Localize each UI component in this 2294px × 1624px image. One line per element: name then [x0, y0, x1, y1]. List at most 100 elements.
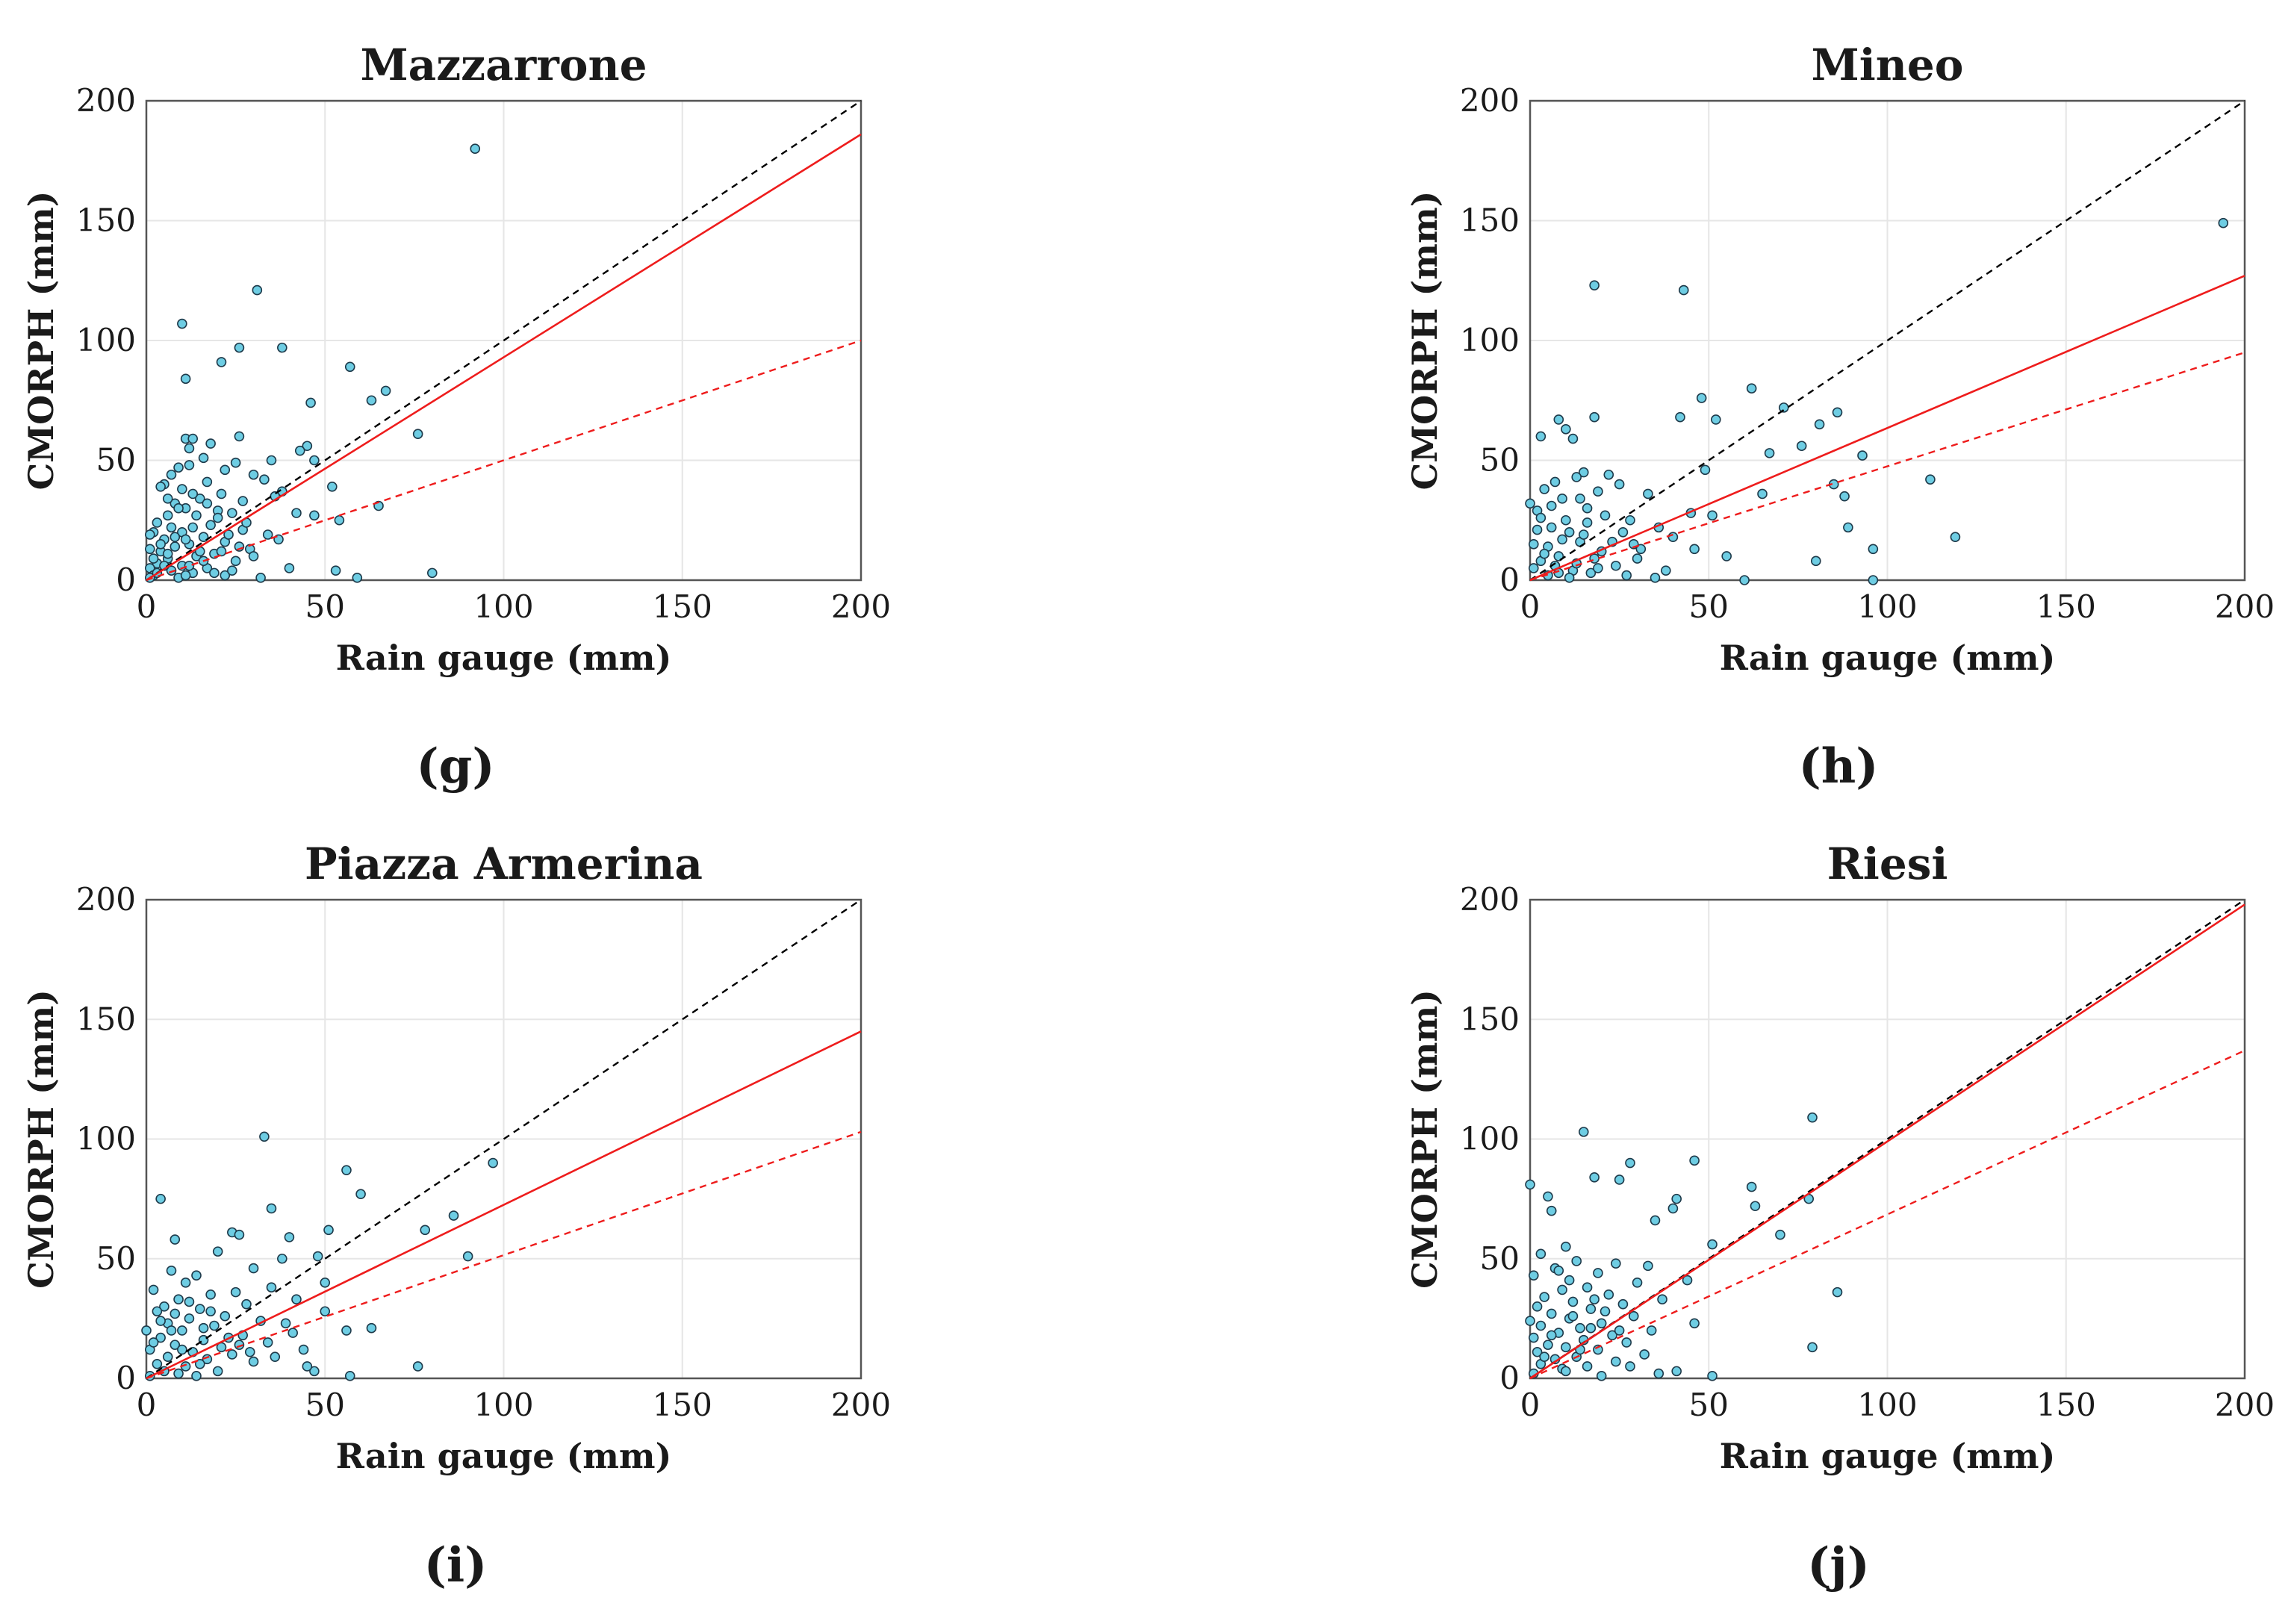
data-point [1525, 1316, 1535, 1326]
y-tick-label: 0 [1499, 561, 1520, 598]
data-point [180, 534, 191, 545]
y-tick-label: 0 [1499, 1360, 1520, 1396]
data-point [1617, 1298, 1629, 1310]
data-point [1532, 1301, 1543, 1312]
data-point [1839, 491, 1850, 502]
chart-title: Piazza Armerina [305, 839, 703, 889]
data-point [212, 512, 223, 523]
data-point [1593, 1268, 1603, 1278]
data-point [177, 318, 187, 329]
data-point [1646, 1325, 1657, 1336]
data-point [1678, 284, 1689, 296]
data-point [291, 508, 302, 518]
data-point [248, 1263, 259, 1274]
data-point [1750, 1201, 1761, 1212]
x-axis-label: Rain gauge (mm) [1720, 1436, 2056, 1476]
data-point [1585, 1322, 1597, 1334]
data-point [1814, 419, 1825, 430]
data-point [205, 438, 216, 449]
data-point [1543, 1340, 1553, 1350]
x-tick-label: 100 [1857, 1387, 1917, 1423]
data-point [1675, 411, 1685, 423]
data-point [1528, 1270, 1539, 1281]
data-point [198, 452, 209, 464]
data-point [166, 1325, 177, 1336]
plot-frame [1529, 99, 2246, 582]
data-point [1582, 1361, 1593, 1372]
y-tick-label: 100 [76, 322, 136, 358]
data-point [1635, 544, 1647, 555]
data-point [270, 1351, 281, 1362]
data-point [1614, 479, 1625, 490]
data-point [1807, 1342, 1818, 1353]
data-point [1807, 1112, 1818, 1123]
x-tick-label: 150 [653, 1387, 712, 1423]
panel-label: (g) [416, 738, 494, 794]
plot-frame [145, 99, 862, 582]
y-tick-label: 200 [76, 82, 136, 119]
data-point [1700, 464, 1711, 476]
data-point [248, 469, 259, 480]
data-point [244, 1346, 255, 1357]
fit-line [146, 1030, 862, 1380]
data-point [1832, 1287, 1843, 1298]
one-to-one-line [1529, 100, 2245, 581]
data-point [1639, 1349, 1650, 1360]
data-point [155, 1316, 166, 1326]
data-point [1689, 1318, 1700, 1329]
data-point [152, 1306, 163, 1317]
y-tick-label: 150 [76, 202, 136, 239]
data-point [302, 1361, 313, 1372]
data-point [191, 510, 202, 521]
data-point [266, 455, 277, 466]
data-point [1528, 539, 1539, 550]
data-point [277, 1253, 287, 1264]
data-point [344, 1370, 355, 1381]
data-point [412, 429, 423, 439]
data-point [1657, 1294, 1667, 1305]
data-point [312, 1251, 323, 1262]
data-point [230, 1287, 241, 1298]
data-point [162, 548, 173, 559]
data-point [216, 546, 227, 557]
y-tick-label: 150 [1460, 1001, 1520, 1037]
data-point [155, 482, 166, 492]
data-point [194, 1358, 205, 1369]
data-point [309, 510, 320, 521]
data-point [1950, 532, 1961, 543]
data-point [1571, 472, 1582, 482]
data-point [184, 443, 195, 454]
plot-frame [145, 898, 862, 1380]
data-point [1589, 280, 1600, 290]
data-point [1611, 1356, 1621, 1367]
data-point [1535, 1320, 1547, 1331]
y-tick-label: 150 [76, 1001, 136, 1037]
data-point [1578, 529, 1589, 540]
data-point [166, 522, 177, 533]
data-point [1843, 522, 1853, 533]
data-point [141, 1325, 152, 1336]
data-point [330, 565, 341, 576]
data-point [1546, 1205, 1557, 1216]
data-point [1546, 522, 1557, 533]
data-point [220, 1310, 231, 1322]
y-tick-label: 50 [96, 442, 136, 479]
data-point [1553, 1265, 1564, 1276]
data-point [1553, 414, 1564, 425]
data-point [1925, 474, 1936, 485]
data-point [205, 1306, 216, 1317]
data-point [1532, 1346, 1543, 1357]
data-point [227, 1349, 237, 1360]
data-point [1571, 1256, 1582, 1266]
x-tick-label: 50 [305, 588, 345, 625]
data-point [291, 1294, 302, 1305]
data-point [173, 1368, 184, 1379]
data-point [1532, 524, 1543, 535]
data-point [202, 1354, 213, 1365]
data-points [1525, 1112, 1843, 1381]
data-point [1582, 503, 1593, 514]
data-point [1775, 1229, 1785, 1240]
x-tick-label: 50 [305, 1387, 345, 1423]
data-point [1539, 484, 1549, 494]
data-point [173, 503, 184, 514]
